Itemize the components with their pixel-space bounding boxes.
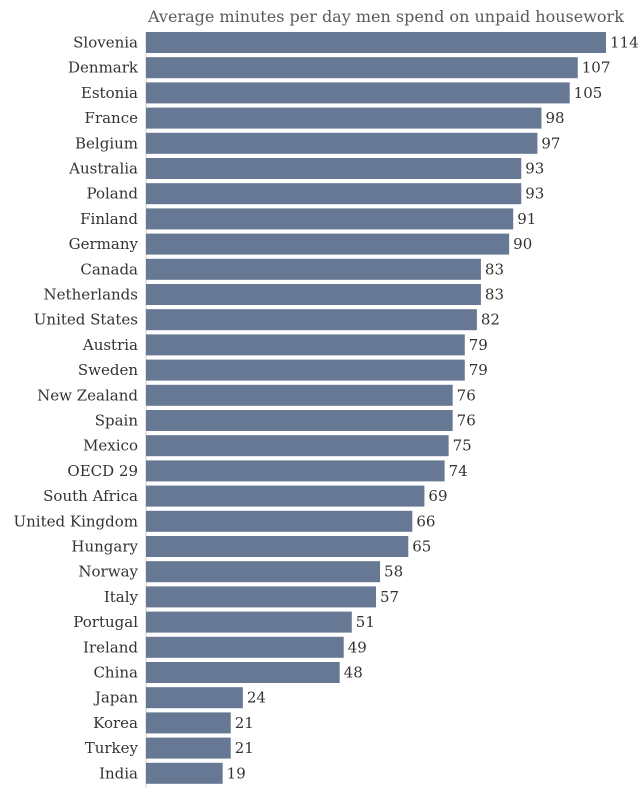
- value-label: 93: [525, 160, 544, 178]
- category-label: Germany: [69, 235, 139, 253]
- category-label: OECD 29: [67, 462, 138, 480]
- value-label: 57: [380, 588, 399, 606]
- value-label: 58: [384, 563, 403, 581]
- bar: [146, 208, 514, 230]
- bar: [146, 636, 344, 658]
- category-label: United Kingdom: [14, 512, 139, 530]
- value-label: 83: [485, 286, 504, 304]
- value-label: 114: [610, 34, 639, 52]
- category-label: Sweden: [78, 361, 138, 379]
- chart-title: Average minutes per day men spend on unp…: [147, 7, 624, 26]
- category-label: Korea: [93, 714, 138, 732]
- category-label: Mexico: [83, 437, 138, 455]
- category-label: Estonia: [81, 84, 138, 102]
- value-label: 48: [344, 664, 363, 682]
- category-label: France: [85, 109, 139, 127]
- value-label: 74: [449, 462, 468, 480]
- category-label: Hungary: [71, 538, 138, 556]
- value-label: 69: [428, 487, 447, 505]
- bar: [146, 384, 453, 406]
- category-label: Canada: [80, 260, 138, 278]
- value-label: 97: [541, 134, 560, 152]
- bar: [146, 460, 445, 482]
- bar: [146, 107, 542, 129]
- bar: [146, 132, 538, 154]
- bar: [146, 32, 606, 53]
- category-label: New Zealand: [37, 386, 138, 404]
- category-label: Portugal: [73, 613, 138, 631]
- bar: [146, 359, 465, 381]
- category-label: Australia: [68, 160, 138, 178]
- category-label: Ireland: [83, 638, 138, 656]
- value-label: 65: [412, 538, 431, 556]
- bar: [146, 82, 570, 104]
- value-label: 19: [227, 764, 246, 782]
- bar: [146, 183, 522, 205]
- bar: [146, 611, 352, 633]
- value-label: 91: [517, 210, 536, 228]
- bar: [146, 57, 578, 79]
- bar: [146, 410, 453, 431]
- category-label: Japan: [93, 689, 139, 707]
- category-label: Finland: [80, 210, 138, 228]
- category-label: Poland: [86, 185, 138, 203]
- category-label: Austria: [82, 336, 138, 354]
- category-label: Denmark: [68, 59, 139, 77]
- category-label: Spain: [95, 412, 139, 430]
- value-label: 21: [235, 739, 254, 757]
- category-label: China: [93, 664, 138, 682]
- value-label: 76: [457, 412, 476, 430]
- bar: [146, 737, 231, 759]
- bar: [146, 687, 243, 709]
- value-label: 105: [574, 84, 603, 102]
- value-label: 82: [481, 311, 500, 329]
- bars-layer: Slovenia 114 Denmark 107 Estonia 105 France 98 B…: [14, 32, 639, 788]
- bar: [146, 662, 340, 683]
- bar: [146, 561, 381, 583]
- value-label: 83: [485, 260, 504, 278]
- bar: [146, 586, 376, 608]
- bar: [146, 258, 481, 280]
- bar: [146, 284, 481, 305]
- value-label: 51: [356, 613, 375, 631]
- bar: [146, 762, 223, 784]
- category-label: Norway: [78, 563, 138, 581]
- value-label: 76: [457, 386, 476, 404]
- bar: [146, 712, 231, 734]
- category-label: Slovenia: [73, 34, 138, 52]
- category-label: United States: [34, 311, 138, 329]
- value-label: 93: [525, 185, 544, 203]
- value-label: 24: [247, 689, 266, 707]
- category-label: Belgium: [75, 134, 138, 152]
- category-label: Italy: [104, 588, 139, 606]
- category-label: Turkey: [85, 739, 139, 757]
- bar: [146, 485, 425, 507]
- category-label: Netherlands: [44, 286, 138, 304]
- bar: [146, 158, 522, 179]
- category-label: South Africa: [43, 487, 138, 505]
- value-label: 49: [348, 638, 367, 656]
- bar: [146, 309, 477, 331]
- bar: [146, 510, 413, 532]
- value-label: 79: [469, 336, 488, 354]
- bar: [146, 536, 409, 557]
- value-label: 79: [469, 361, 488, 379]
- value-label: 75: [453, 437, 472, 455]
- bar: [146, 334, 465, 356]
- value-label: 66: [416, 512, 435, 530]
- value-label: 21: [235, 714, 254, 732]
- value-label: 90: [513, 235, 532, 253]
- value-label: 107: [582, 59, 611, 77]
- bar: [146, 233, 510, 255]
- category-label: India: [99, 764, 138, 782]
- value-label: 98: [545, 109, 564, 127]
- bar: [146, 435, 449, 457]
